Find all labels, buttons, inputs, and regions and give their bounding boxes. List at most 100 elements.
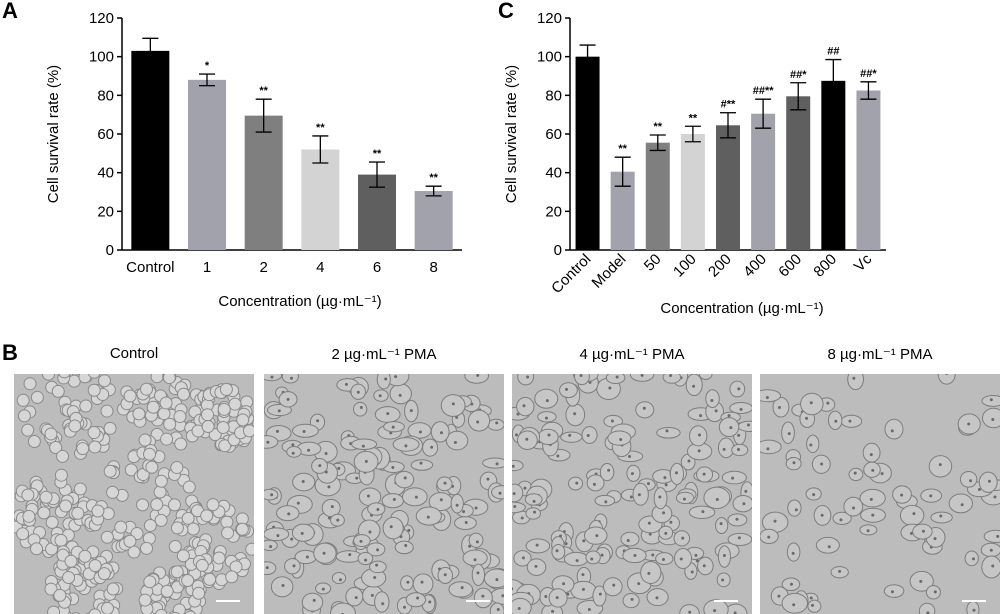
y-tick-label: 120 xyxy=(89,10,114,27)
bar xyxy=(786,96,811,250)
cell xyxy=(59,499,73,513)
cell xyxy=(345,587,364,607)
cell-nucleus xyxy=(348,553,352,557)
significance-label: ** xyxy=(429,172,438,184)
cell xyxy=(157,407,171,421)
cell-nucleus xyxy=(630,597,634,601)
cell-nucleus xyxy=(322,551,326,555)
cell xyxy=(376,374,391,390)
cell-nucleus xyxy=(439,498,443,502)
cell-nucleus xyxy=(292,564,296,568)
cell xyxy=(483,568,504,589)
cell-nucleus xyxy=(637,582,641,586)
micro-title-pma-2: 2 µg·mL⁻¹ PMA xyxy=(331,346,437,363)
cell-nucleus xyxy=(777,406,781,410)
cell-nucleus xyxy=(476,571,480,575)
cell xyxy=(242,424,254,438)
x-tick-label: 8 xyxy=(429,259,437,276)
cell xyxy=(389,383,412,405)
cell-nucleus xyxy=(535,543,539,547)
cell-nucleus xyxy=(296,501,300,505)
cell-nucleus xyxy=(354,596,358,600)
cell-nucleus xyxy=(439,431,443,435)
cell-nucleus xyxy=(512,492,516,496)
cell-nucleus xyxy=(991,418,995,422)
cell-nucleus xyxy=(378,394,382,398)
cell-nucleus xyxy=(290,537,294,541)
cell xyxy=(689,425,708,447)
cell-nucleus xyxy=(900,493,904,497)
cell-nucleus xyxy=(330,505,334,509)
cell xyxy=(124,463,138,477)
cell xyxy=(150,374,164,384)
cell xyxy=(286,446,302,458)
cell xyxy=(559,382,578,399)
cell-nucleus xyxy=(866,529,870,533)
cell xyxy=(464,374,490,384)
cell xyxy=(517,374,535,386)
cell-nucleus xyxy=(699,414,703,418)
cell xyxy=(173,410,187,424)
cell xyxy=(91,504,105,518)
cell xyxy=(200,509,214,523)
cell xyxy=(462,549,488,567)
cell xyxy=(930,511,953,524)
cell-nucleus xyxy=(945,374,949,375)
cell xyxy=(928,455,953,478)
cell-nucleus xyxy=(381,602,385,606)
cell xyxy=(45,515,59,529)
cell-nucleus xyxy=(515,433,519,437)
cell xyxy=(534,388,559,409)
cell-nucleus xyxy=(787,432,791,436)
cell-nucleus xyxy=(853,471,857,475)
cell-nucleus xyxy=(598,592,602,596)
cell xyxy=(174,437,188,451)
cell-nucleus xyxy=(364,459,368,463)
cell-nucleus xyxy=(715,497,719,501)
cell xyxy=(154,474,168,488)
cell xyxy=(132,407,146,421)
cell-nucleus xyxy=(612,583,616,587)
cell xyxy=(163,417,177,431)
cell-nucleus xyxy=(568,433,572,437)
bar xyxy=(610,171,635,250)
cell-nucleus xyxy=(455,503,459,507)
cell xyxy=(192,586,206,600)
cell-nucleus xyxy=(640,374,644,377)
cell-nucleus xyxy=(556,454,560,458)
x-tick-label: Model xyxy=(589,251,630,292)
cell-nucleus xyxy=(575,559,579,563)
cell-nucleus xyxy=(386,412,390,416)
significance-label: ** xyxy=(618,143,627,155)
cell-nucleus xyxy=(453,441,457,445)
cell xyxy=(721,470,747,485)
cell-nucleus xyxy=(996,534,1000,538)
cell xyxy=(221,526,235,540)
cell xyxy=(381,493,404,509)
y-tick-label: 40 xyxy=(97,165,114,182)
cell-nucleus xyxy=(265,566,269,570)
cell xyxy=(353,401,368,417)
cell-nucleus xyxy=(739,407,743,411)
cell-nucleus xyxy=(809,443,813,447)
cell xyxy=(64,554,78,568)
cell-nucleus xyxy=(592,482,596,486)
cell xyxy=(605,374,626,384)
cell-nucleus xyxy=(809,401,813,405)
cell-nucleus xyxy=(809,596,813,600)
cell-nucleus xyxy=(682,497,686,501)
cell-nucleus xyxy=(890,429,894,433)
cell xyxy=(551,544,566,560)
cell xyxy=(918,602,936,614)
cell xyxy=(146,400,160,414)
cell xyxy=(53,588,67,602)
cell-nucleus xyxy=(587,607,591,611)
micro-image-pma-8 xyxy=(760,374,1000,614)
micro-title-pma-4: 4 µg·mL⁻¹ PMA xyxy=(579,346,685,363)
cell-nucleus xyxy=(665,429,669,433)
cell-nucleus xyxy=(651,553,655,557)
cell xyxy=(410,459,434,471)
cell xyxy=(87,426,101,440)
cell-nucleus xyxy=(573,412,577,416)
cell-nucleus xyxy=(521,556,525,560)
